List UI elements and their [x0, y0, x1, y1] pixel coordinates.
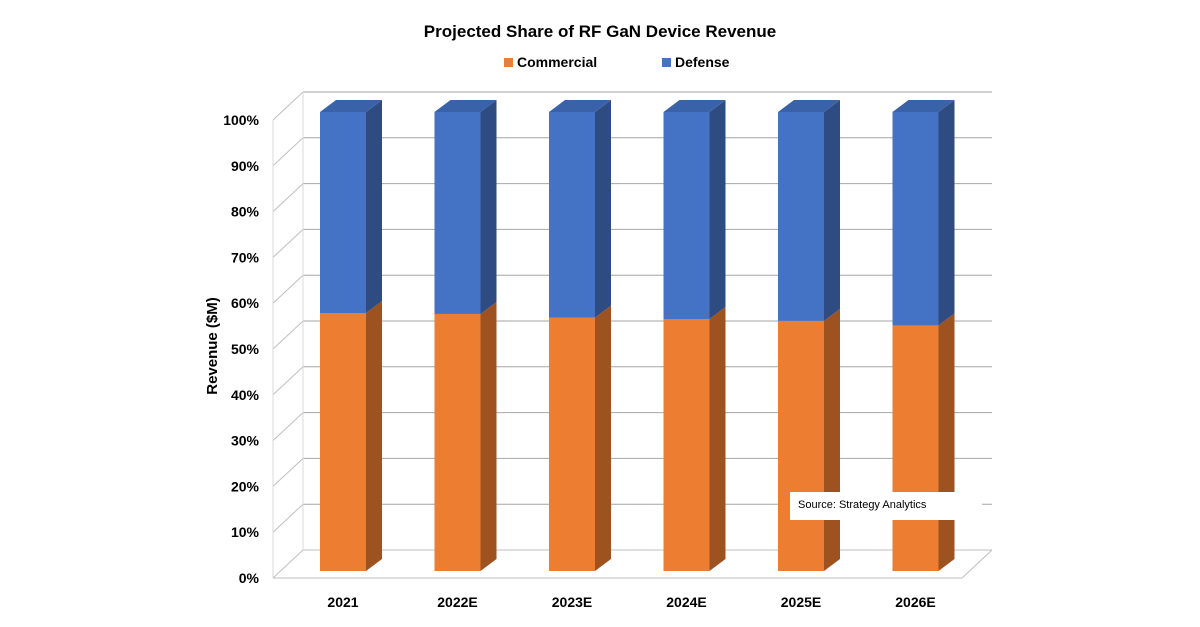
source-annotation: Source: Strategy Analytics: [790, 492, 982, 520]
source-box: [790, 492, 982, 520]
gridline-side: [272, 503, 304, 533]
x-tick-label: 2022E: [437, 594, 477, 610]
bar-commercial-side: [480, 301, 497, 571]
gridline-side: [272, 229, 304, 258]
bar-commercial-front: [320, 313, 366, 571]
gridlines: [272, 91, 993, 579]
bar-defense-top: [434, 100, 497, 112]
y-tick-label: 80%: [231, 204, 260, 220]
floor-right-edge: [961, 549, 993, 579]
bar-defense-front: [320, 112, 366, 314]
bar-defense-top: [549, 100, 611, 112]
bar-defense-top: [320, 100, 382, 112]
y-tick-label: 30%: [231, 433, 260, 449]
gridline-side: [272, 320, 304, 350]
bar-defense-side: [480, 100, 497, 314]
y-axis-title: Revenue ($M): [204, 297, 221, 395]
bar-defense-front: [434, 112, 481, 314]
y-tick-label: 70%: [231, 249, 260, 265]
legend-label-defense: Defense: [675, 54, 730, 70]
gridline-side: [272, 183, 304, 212]
gridline-side: [272, 412, 304, 441]
bar-defense-side: [366, 100, 382, 314]
x-axis-labels: 2021 2022E 2023E 2024E 2025E 2026E: [327, 594, 935, 610]
bar-group: [320, 100, 382, 571]
bar-group: [549, 100, 611, 571]
bar-commercial-front: [778, 320, 824, 571]
bar-commercial-side: [366, 301, 382, 571]
legend-label-commercial: Commercial: [517, 54, 597, 70]
bar-defense-front: [549, 112, 595, 318]
bar-defense-front: [778, 112, 824, 321]
bar-commercial-side: [824, 308, 840, 571]
x-tick-label: 2025E: [781, 594, 821, 610]
y-tick-label: 20%: [231, 478, 260, 494]
bar-commercial-front: [663, 319, 710, 571]
bar-defense-side: [938, 100, 955, 326]
bar-group: [434, 100, 497, 571]
bar-group: [892, 100, 955, 571]
legend-swatch-defense: [662, 58, 671, 67]
bar-defense-front: [892, 112, 939, 326]
bar-commercial-side: [595, 305, 611, 571]
legend: Commercial Defense: [504, 54, 730, 70]
y-tick-label: 60%: [231, 295, 260, 311]
bar-commercial-front: [892, 325, 939, 571]
source-text: Source: Strategy Analytics: [798, 499, 927, 511]
x-tick-label: 2026E: [895, 594, 935, 610]
gridline-side: [272, 91, 304, 121]
bar-commercial-side: [709, 307, 726, 571]
x-tick-label: 2023E: [552, 594, 592, 610]
y-tick-label: 50%: [231, 341, 260, 357]
bar-group: [663, 100, 726, 571]
y-tick-label: 90%: [231, 158, 260, 174]
y-tick-label: 100%: [223, 112, 259, 128]
gridline-side: [272, 458, 304, 487]
bar-defense-top: [778, 100, 840, 112]
y-axis-labels: 0% 10% 20% 30% 40% 50% 60% 70% 80% 90% 100%: [223, 112, 259, 586]
bar-defense-side: [709, 100, 726, 320]
bar-defense-top: [663, 100, 726, 112]
bar-defense-side: [595, 100, 611, 318]
gridline-side: [272, 137, 304, 167]
y-tick-label: 0%: [239, 570, 260, 586]
gridline-side: [272, 366, 304, 396]
x-tick-label: 2021: [327, 594, 358, 610]
chart-title: Projected Share of RF GaN Device Revenue: [424, 22, 776, 41]
legend-swatch-commercial: [504, 58, 513, 67]
y-tick-label: 10%: [231, 524, 260, 540]
bar-commercial-front: [549, 317, 595, 571]
bar-defense-top: [892, 100, 955, 112]
gridline-side: [272, 274, 304, 304]
bar-defense-side: [824, 100, 840, 321]
bar-defense-front: [663, 112, 710, 320]
x-tick-label: 2024E: [666, 594, 706, 610]
y-tick-label: 40%: [231, 387, 260, 403]
gridline-side: [272, 549, 304, 579]
bar-commercial-front: [434, 313, 481, 571]
bar-commercial-side: [938, 313, 955, 571]
